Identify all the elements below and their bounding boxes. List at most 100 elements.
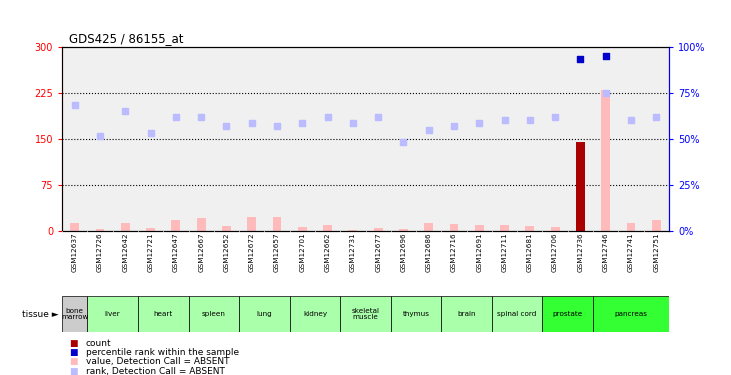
Point [372, 114, 384, 120]
Text: bone
marrow: bone marrow [61, 308, 88, 320]
Point [600, 53, 612, 59]
Point [549, 114, 561, 120]
Text: skeletal
muscle: skeletal muscle [352, 308, 379, 320]
Text: GSM12657: GSM12657 [274, 232, 280, 272]
Bar [442, 296, 492, 332]
Point [347, 120, 359, 126]
Text: ■: ■ [69, 339, 78, 348]
Text: GSM12637: GSM12637 [72, 232, 77, 272]
Bar [391, 296, 442, 332]
Text: value, Detection Call = ABSENT: value, Detection Call = ABSENT [86, 357, 229, 366]
Point [322, 114, 333, 120]
Text: GSM12672: GSM12672 [249, 232, 254, 272]
Text: GSM12696: GSM12696 [401, 232, 406, 272]
Point [423, 127, 434, 133]
Bar [374, 228, 382, 231]
Text: GSM12667: GSM12667 [198, 232, 204, 272]
Bar [399, 229, 408, 231]
Text: GSM12642: GSM12642 [122, 232, 129, 272]
Point [195, 114, 207, 120]
Bar [323, 225, 332, 231]
Point [651, 114, 662, 120]
Point [600, 90, 612, 96]
Text: heart: heart [154, 311, 173, 317]
Text: GSM12741: GSM12741 [628, 232, 634, 272]
Bar [526, 226, 534, 231]
Text: thymus: thymus [403, 311, 430, 317]
Bar [138, 296, 189, 332]
Bar [146, 228, 155, 231]
Text: GSM12652: GSM12652 [224, 232, 230, 272]
Bar [197, 218, 205, 231]
Bar [626, 223, 635, 231]
Point [145, 130, 156, 136]
Text: GSM12746: GSM12746 [602, 232, 609, 272]
Text: prostate: prostate [553, 311, 583, 317]
Text: percentile rank within the sample: percentile rank within the sample [86, 348, 238, 357]
Text: liver: liver [105, 311, 121, 317]
Point [119, 108, 131, 114]
Bar [542, 296, 593, 332]
Text: tissue ►: tissue ► [22, 310, 58, 319]
Text: GSM12647: GSM12647 [173, 232, 179, 272]
Bar [500, 225, 509, 231]
Text: spinal cord: spinal cord [498, 311, 537, 317]
Text: GSM12751: GSM12751 [654, 232, 659, 272]
Text: ■: ■ [69, 348, 78, 357]
Bar [96, 229, 105, 231]
Point [524, 117, 536, 123]
Text: spleen: spleen [202, 311, 226, 317]
Text: GSM12681: GSM12681 [527, 232, 533, 272]
Text: GSM12691: GSM12691 [477, 232, 482, 272]
Bar [273, 217, 281, 231]
Text: GSM12706: GSM12706 [552, 232, 558, 272]
Point [221, 123, 232, 129]
Text: kidney: kidney [303, 311, 327, 317]
Text: GSM12686: GSM12686 [425, 232, 432, 272]
Point [246, 120, 257, 126]
Point [448, 123, 460, 129]
Text: count: count [86, 339, 111, 348]
Point [271, 123, 283, 129]
Text: GSM12716: GSM12716 [451, 232, 457, 272]
Point [69, 102, 80, 108]
Point [575, 56, 586, 62]
Bar [222, 226, 231, 231]
Text: pancreas: pancreas [615, 311, 648, 317]
Bar [475, 225, 484, 231]
Text: GSM12721: GSM12721 [148, 232, 154, 272]
Text: GSM12677: GSM12677 [375, 232, 381, 272]
Bar [576, 142, 585, 231]
Bar [492, 296, 542, 332]
Point [398, 139, 409, 145]
Bar [298, 227, 307, 231]
Bar [652, 220, 661, 231]
Text: brain: brain [458, 311, 476, 317]
Point [625, 117, 637, 123]
Text: GSM12731: GSM12731 [350, 232, 356, 272]
Bar [239, 296, 289, 332]
Bar [247, 217, 256, 231]
Text: GSM12726: GSM12726 [97, 232, 103, 272]
Bar [550, 227, 559, 231]
Bar [450, 224, 458, 231]
Point [297, 120, 308, 126]
Bar [349, 230, 357, 231]
Point [474, 120, 485, 126]
Bar [189, 296, 239, 332]
Bar [424, 223, 433, 231]
Bar [62, 296, 88, 332]
Bar [88, 296, 138, 332]
Bar [70, 223, 79, 231]
Text: GSM12711: GSM12711 [501, 232, 507, 272]
Text: GSM12662: GSM12662 [325, 232, 330, 272]
Point [499, 117, 510, 123]
Text: GSM12736: GSM12736 [577, 232, 583, 272]
Text: ■: ■ [69, 367, 78, 375]
Bar [121, 223, 130, 231]
Text: lung: lung [257, 311, 272, 317]
Bar [601, 90, 610, 231]
Bar [576, 142, 585, 231]
Text: GSM12701: GSM12701 [299, 232, 306, 272]
Point [170, 114, 182, 120]
